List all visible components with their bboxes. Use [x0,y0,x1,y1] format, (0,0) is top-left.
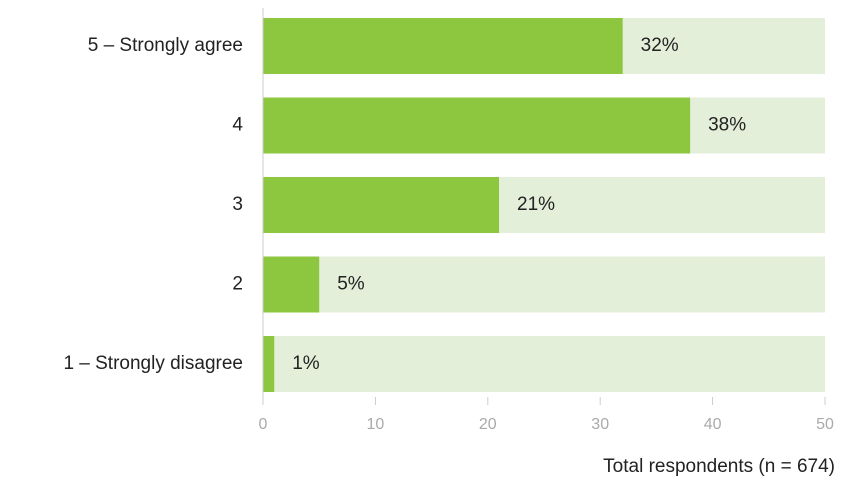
x-tick-label: 40 [704,416,722,433]
x-tick-label: 0 [259,416,268,433]
bar [263,256,320,313]
category-label: 2 [232,274,243,295]
x-tick-label: 10 [367,416,385,433]
category-label: 5 – Strongly agree [88,35,243,56]
respondents-note: Total respondents (n = 674) [603,456,835,477]
axes [262,8,826,405]
bar [263,97,691,154]
value-label: 32% [641,35,679,56]
value-label: 21% [517,194,555,215]
category-label: 1 – Strongly disagree [63,353,243,374]
category-labels: 5 – Strongly agree 4 3 2 1 – Strongly disagr… [63,35,243,374]
value-label: 38% [708,115,746,136]
bar [263,177,500,233]
category-label: 4 [232,115,243,136]
x-tick-label: 30 [591,416,609,433]
value-label: 5% [337,274,365,295]
bars [263,18,691,392]
value-labels: 32% 38% 21% 5% 1% [292,35,746,374]
x-tick-label: 50 [816,416,834,433]
x-tick-labels: 0 10 20 30 40 50 [259,416,834,433]
bar-track [263,336,825,392]
bar [263,18,623,74]
bar-track [263,256,825,313]
category-label: 3 [232,194,243,215]
bar [263,336,275,392]
x-tick-label: 20 [479,416,497,433]
value-label: 1% [292,353,320,374]
